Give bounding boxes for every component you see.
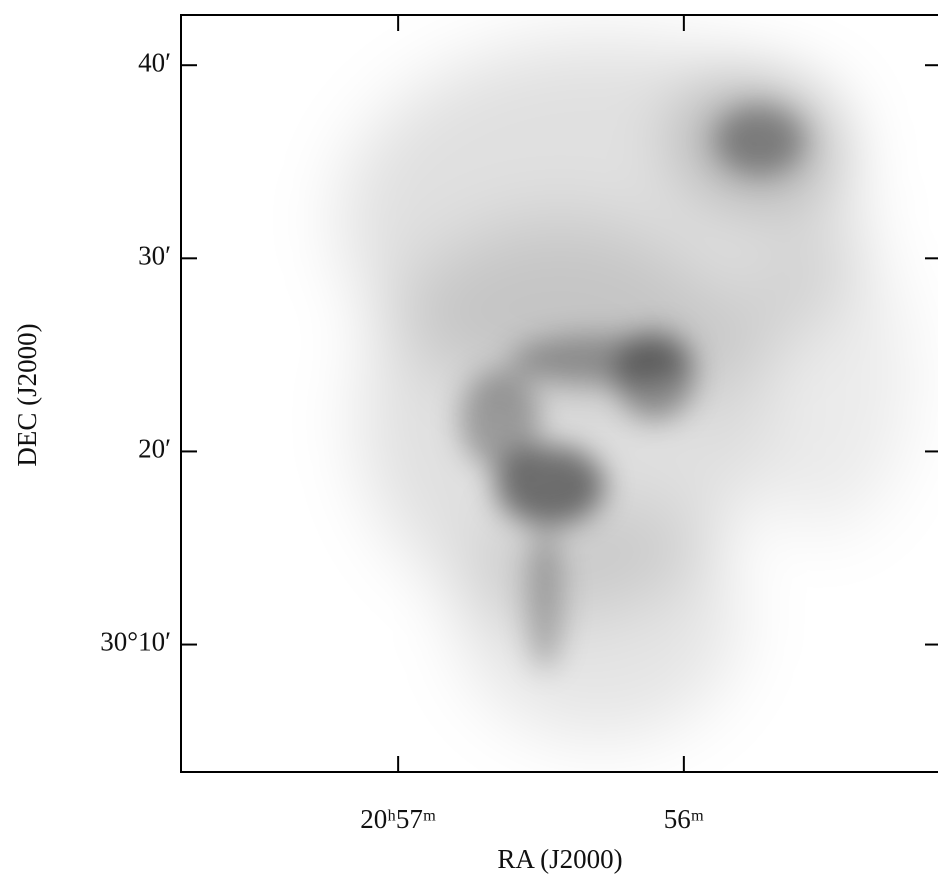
y-tick-label: 40′ [138, 47, 171, 77]
y-tick-label: 20′ [138, 434, 171, 464]
y-tick-label: 30°10′ [100, 627, 171, 657]
x-tick-label: 20ʰ57ᵐ [360, 804, 436, 834]
plot-frame [180, 14, 938, 773]
y-tick-label: 30′ [138, 241, 171, 271]
x-axis-label: RA (J2000) [497, 844, 622, 874]
x-tick-label: 56ᵐ [664, 804, 704, 834]
y-axis-label: DEC (J2000) [12, 323, 42, 466]
sky-image [340, 40, 910, 740]
